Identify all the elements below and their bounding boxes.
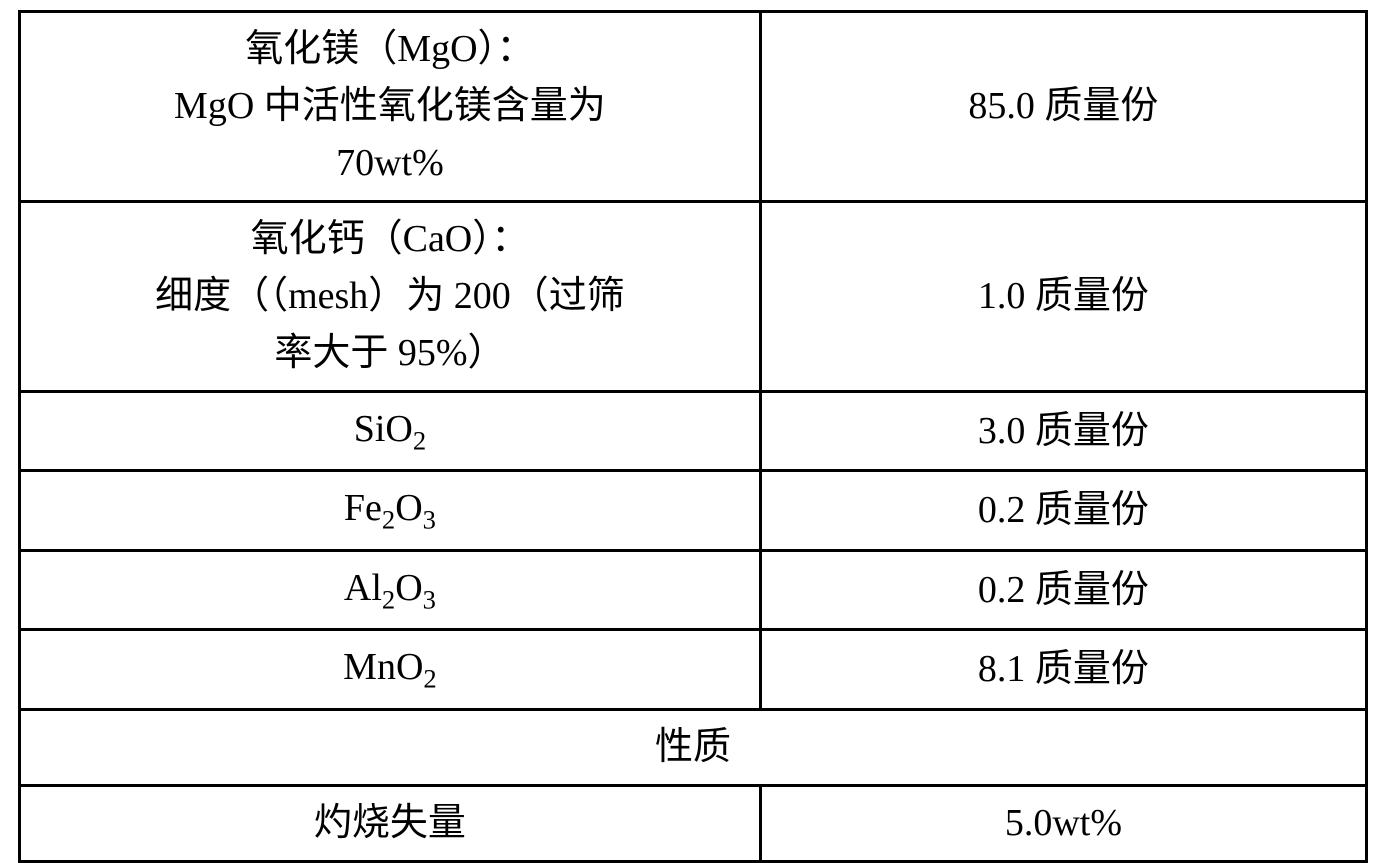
- formula-base: O: [395, 487, 422, 529]
- formula-sub: 2: [413, 426, 426, 456]
- table-row: 氧化钙（CaO）： 细度（（mesh）为 200（过筛 率大于 95%） 1.0…: [20, 202, 1367, 392]
- formula-sub: 3: [423, 585, 436, 615]
- table-row: SiO2 3.0 质量份: [20, 392, 1367, 471]
- section-header-cell: 性质: [20, 709, 1367, 785]
- table-row: 氧化镁（MgO）： MgO 中活性氧化镁含量为 70wt% 85.0 质量份: [20, 12, 1367, 202]
- value-cell: 0.2 质量份: [760, 550, 1366, 629]
- formula-sub: 2: [382, 505, 395, 535]
- component-cell: SiO2: [20, 392, 761, 471]
- cell-text-line: 率大于 95%）: [274, 332, 505, 374]
- component-cell: 氧化镁（MgO）： MgO 中活性氧化镁含量为 70wt%: [20, 12, 761, 202]
- value-cell: 85.0 质量份: [760, 12, 1366, 202]
- table-row: MnO2 8.1 质量份: [20, 630, 1367, 709]
- value-cell: 0.2 质量份: [760, 471, 1366, 550]
- cell-text-line: 70wt%: [336, 142, 444, 184]
- section-header-text: 性质: [655, 726, 731, 768]
- cell-text: 1.0 质量份: [978, 275, 1149, 317]
- value-cell: 8.1 质量份: [760, 630, 1366, 709]
- cell-text: 0.2 质量份: [978, 489, 1149, 531]
- cell-text-line: MgO 中活性氧化镁含量为: [174, 85, 606, 127]
- cell-text: 5.0wt%: [1005, 802, 1122, 844]
- formula-base: O: [395, 567, 422, 609]
- component-cell: 灼烧失量: [20, 785, 761, 861]
- table-row: 灼烧失量 5.0wt%: [20, 785, 1367, 861]
- value-cell: 3.0 质量份: [760, 392, 1366, 471]
- value-cell: 1.0 质量份: [760, 202, 1366, 392]
- formula-base: Fe: [344, 487, 382, 529]
- cell-text: 0.2 质量份: [978, 569, 1149, 611]
- table-row: Fe2O3 0.2 质量份: [20, 471, 1367, 550]
- formula-base: Al: [344, 567, 382, 609]
- component-cell: Fe2O3: [20, 471, 761, 550]
- cell-text: 8.1 质量份: [978, 648, 1149, 690]
- component-cell: Al2O3: [20, 550, 761, 629]
- formula-sub: 3: [423, 505, 436, 535]
- cell-text: 3.0 质量份: [978, 410, 1149, 452]
- formula-sub: 2: [382, 585, 395, 615]
- table-section-header-row: 性质: [20, 709, 1367, 785]
- cell-text-line: 细度（（mesh）为 200（过筛: [155, 275, 625, 317]
- formula-base: SiO: [354, 408, 413, 450]
- cell-text: 85.0 质量份: [968, 85, 1158, 127]
- composition-table: 氧化镁（MgO）： MgO 中活性氧化镁含量为 70wt% 85.0 质量份 氧…: [18, 10, 1368, 863]
- component-cell: 氧化钙（CaO）： 细度（（mesh）为 200（过筛 率大于 95%）: [20, 202, 761, 392]
- formula-sub: 2: [423, 664, 436, 694]
- cell-text-line: 氧化钙（CaO）：: [251, 218, 530, 260]
- formula-base: MnO: [343, 646, 423, 688]
- cell-text-line: 氧化镁（MgO）：: [245, 28, 534, 70]
- table-row: Al2O3 0.2 质量份: [20, 550, 1367, 629]
- cell-text: 灼烧失量: [314, 802, 466, 844]
- component-cell: MnO2: [20, 630, 761, 709]
- value-cell: 5.0wt%: [760, 785, 1366, 861]
